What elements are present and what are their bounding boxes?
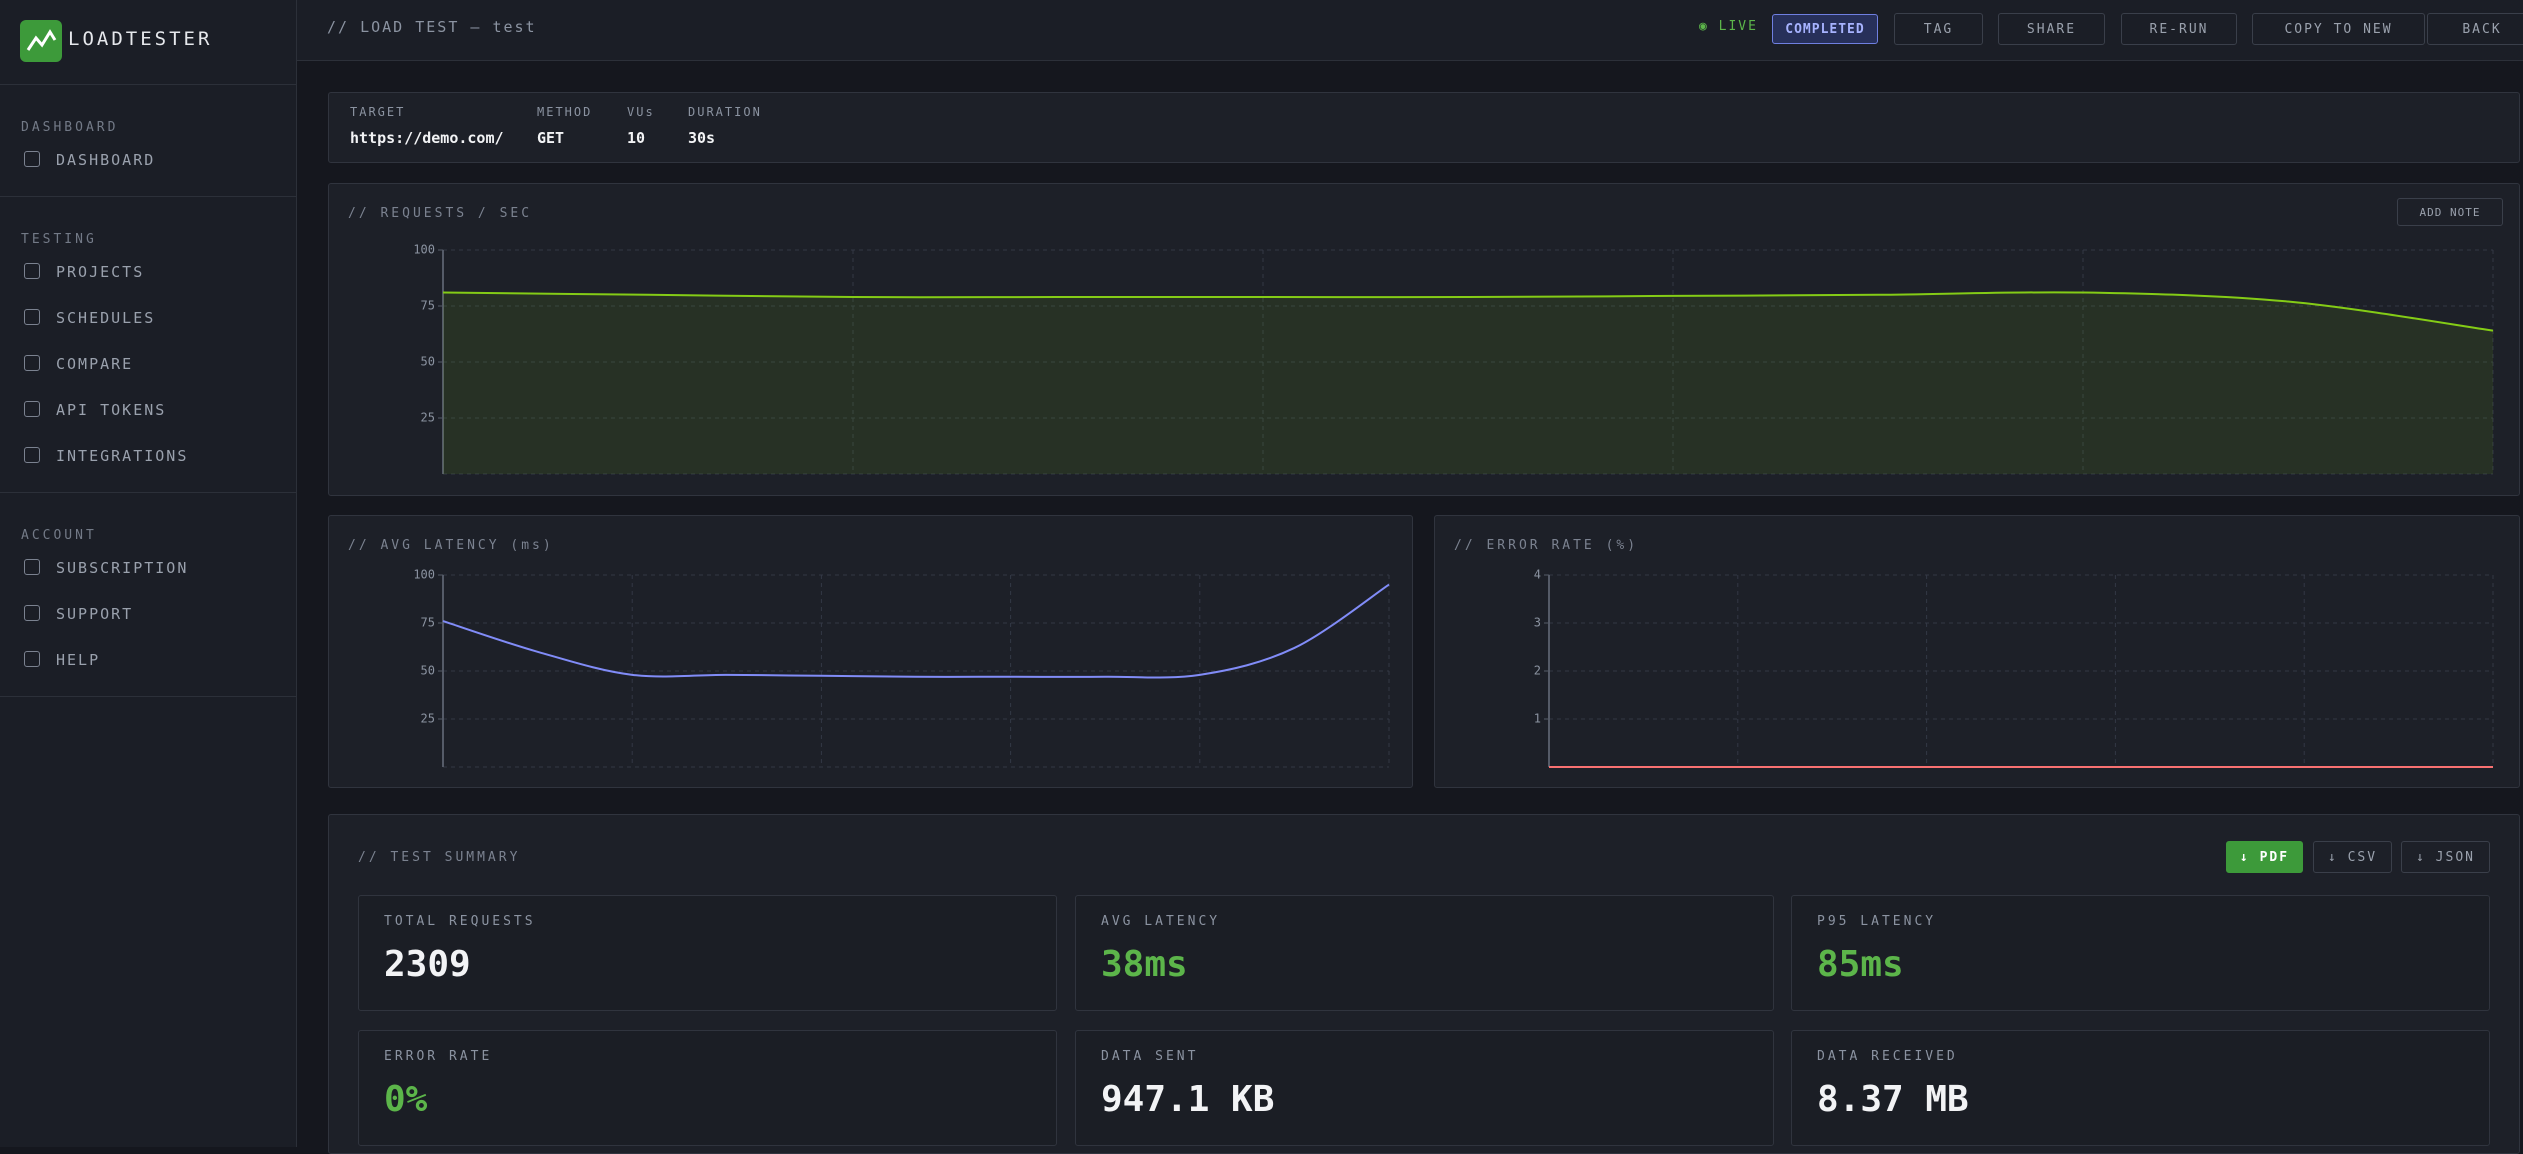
stat-label: DATA SENT <box>1101 1049 1199 1064</box>
config-value: https://demo.com/ <box>350 129 504 147</box>
action-button[interactable]: SHARE <box>1998 13 2105 45</box>
action-button[interactable]: BACK <box>2427 13 2523 45</box>
nav-icon <box>24 355 40 371</box>
chart-panel: // AVG LATENCY (ms) 25 50 75 100 <box>328 515 1413 788</box>
export-json[interactable]: ↓ JSON <box>2401 841 2490 873</box>
config-label: METHOD <box>537 105 593 119</box>
sep <box>0 84 296 85</box>
logo <box>20 20 62 62</box>
chart: 1 2 3 4 <box>1534 568 2494 769</box>
stat-card: TOTAL REQUESTS 2309 <box>358 895 1057 1011</box>
nav-icon <box>24 447 40 463</box>
config-value: 10 <box>627 129 646 147</box>
stat-value: 0% <box>384 1079 428 1120</box>
stat-card: AVG LATENCY 38ms <box>1075 895 1774 1011</box>
y-tick-label: 100 <box>413 568 435 582</box>
live-indicator: ◉ LIVE <box>1699 19 1758 34</box>
sep <box>0 196 296 197</box>
stat-label: TOTAL REQUESTS <box>384 914 536 929</box>
nav-icon <box>24 309 40 325</box>
header: // LOAD TEST — test ◉ LIVE COMPLETED TAG… <box>297 0 2523 61</box>
sep <box>0 696 296 697</box>
y-tick-label: 1 <box>1534 712 1541 726</box>
nav-icon <box>24 651 40 667</box>
config-label: VUs <box>627 105 655 119</box>
config-label: DURATION <box>688 105 762 119</box>
nav-item[interactable]: COMPARE <box>56 355 134 373</box>
nav-item[interactable]: SUBSCRIPTION <box>56 559 189 577</box>
nav-item[interactable]: PROJECTS <box>56 263 145 281</box>
chart: 25 50 75 100 <box>413 568 1390 768</box>
stat-value: 2309 <box>384 944 471 985</box>
line <box>442 583 1390 679</box>
stat-label: P95 LATENCY <box>1817 914 1937 929</box>
y-tick-label: 2 <box>1534 664 1541 678</box>
action-button[interactable]: COPY TO NEW <box>2252 13 2425 45</box>
brand: LOADTESTER <box>68 28 213 50</box>
stat-label: ERROR RATE <box>384 1049 493 1064</box>
stat-card: DATA RECEIVED 8.37 MB <box>1791 1030 2490 1146</box>
stat-label: AVG LATENCY <box>1101 914 1221 929</box>
nav-item[interactable]: SUPPORT <box>56 605 134 623</box>
section-title: TESTING <box>21 232 97 247</box>
stat-value: 85ms <box>1817 944 1904 985</box>
nav-icon <box>24 263 40 279</box>
sidebar: LOADTESTER DASHBOARD DASHBOARD TESTING PROJ… <box>0 0 297 1147</box>
sep <box>0 492 296 493</box>
y-tick-label: 100 <box>413 243 435 257</box>
stat-label: DATA RECEIVED <box>1817 1049 1958 1064</box>
config-value: GET <box>537 129 565 147</box>
y-tick-label: 3 <box>1534 616 1541 630</box>
nav-icon <box>24 401 40 417</box>
page-title: // LOAD TEST — test <box>327 18 537 36</box>
stat-value: 947.1 KB <box>1101 1079 1275 1120</box>
nav-item[interactable]: INTEGRATIONS <box>56 447 189 465</box>
area <box>443 292 2493 474</box>
nav-item[interactable]: DASHBOARD <box>56 151 156 169</box>
y-tick-label: 50 <box>421 355 435 369</box>
chart: 25 50 75 100 <box>413 243 2494 475</box>
add-note-button[interactable]: ADD NOTE <box>2397 198 2503 226</box>
export-pdf[interactable]: ↓ PDF <box>2226 841 2303 873</box>
chart-title: // AVG LATENCY (ms) <box>348 538 554 553</box>
action-button[interactable]: TAG <box>1894 13 1983 45</box>
section-title: ACCOUNT <box>21 528 97 543</box>
stat-value: 38ms <box>1101 944 1188 985</box>
nav-icon <box>24 605 40 621</box>
logo-icon <box>26 29 57 51</box>
stat-card: P95 LATENCY 85ms <box>1791 895 2490 1011</box>
nav-item[interactable]: HELP <box>56 651 101 669</box>
live-text: LIVE <box>1718 19 1758 34</box>
nav-icon <box>24 151 40 167</box>
config-bar: TARGET https://demo.com/METHOD GET VUs 10 DUR… <box>328 92 2520 163</box>
nav-icon <box>24 559 40 575</box>
summary-panel: // TEST SUMMARY ↓ PDF ↓ CSV ↓ JSON TOTAL… <box>328 814 2520 1154</box>
y-tick-label: 75 <box>421 616 435 630</box>
config-label: TARGET <box>350 105 406 119</box>
action-button[interactable]: RE-RUN <box>2121 13 2237 45</box>
section-title: DASHBOARD <box>21 120 119 135</box>
y-tick-label: 75 <box>421 299 435 313</box>
y-tick-label: 25 <box>421 411 435 425</box>
chart-title: // ERROR RATE (%) <box>1454 538 1639 553</box>
y-tick-label: 25 <box>421 712 435 726</box>
stat-value: 8.37 MB <box>1817 1079 1969 1120</box>
chart-panel: // ERROR RATE (%) 1 2 3 4 <box>1434 515 2520 788</box>
stat-card: DATA SENT 947.1 KB <box>1075 1030 1774 1146</box>
stat-card: ERROR RATE 0% <box>358 1030 1057 1146</box>
summary-title: // TEST SUMMARY <box>358 850 521 865</box>
y-tick-label: 4 <box>1534 568 1541 582</box>
chart-title: // REQUESTS / SEC <box>348 206 533 221</box>
nav-item[interactable]: SCHEDULES <box>56 309 156 327</box>
nav-item[interactable]: API TOKENS <box>56 401 167 419</box>
y-tick-label: 50 <box>421 664 435 678</box>
config-value: 30s <box>688 129 716 147</box>
line <box>442 291 2494 332</box>
status-badge: COMPLETED <box>1772 14 1878 44</box>
export-csv[interactable]: ↓ CSV <box>2313 841 2392 873</box>
chart-panel: // REQUESTS / SEC ADD NOTE 25 50 75 100 <box>328 183 2520 496</box>
